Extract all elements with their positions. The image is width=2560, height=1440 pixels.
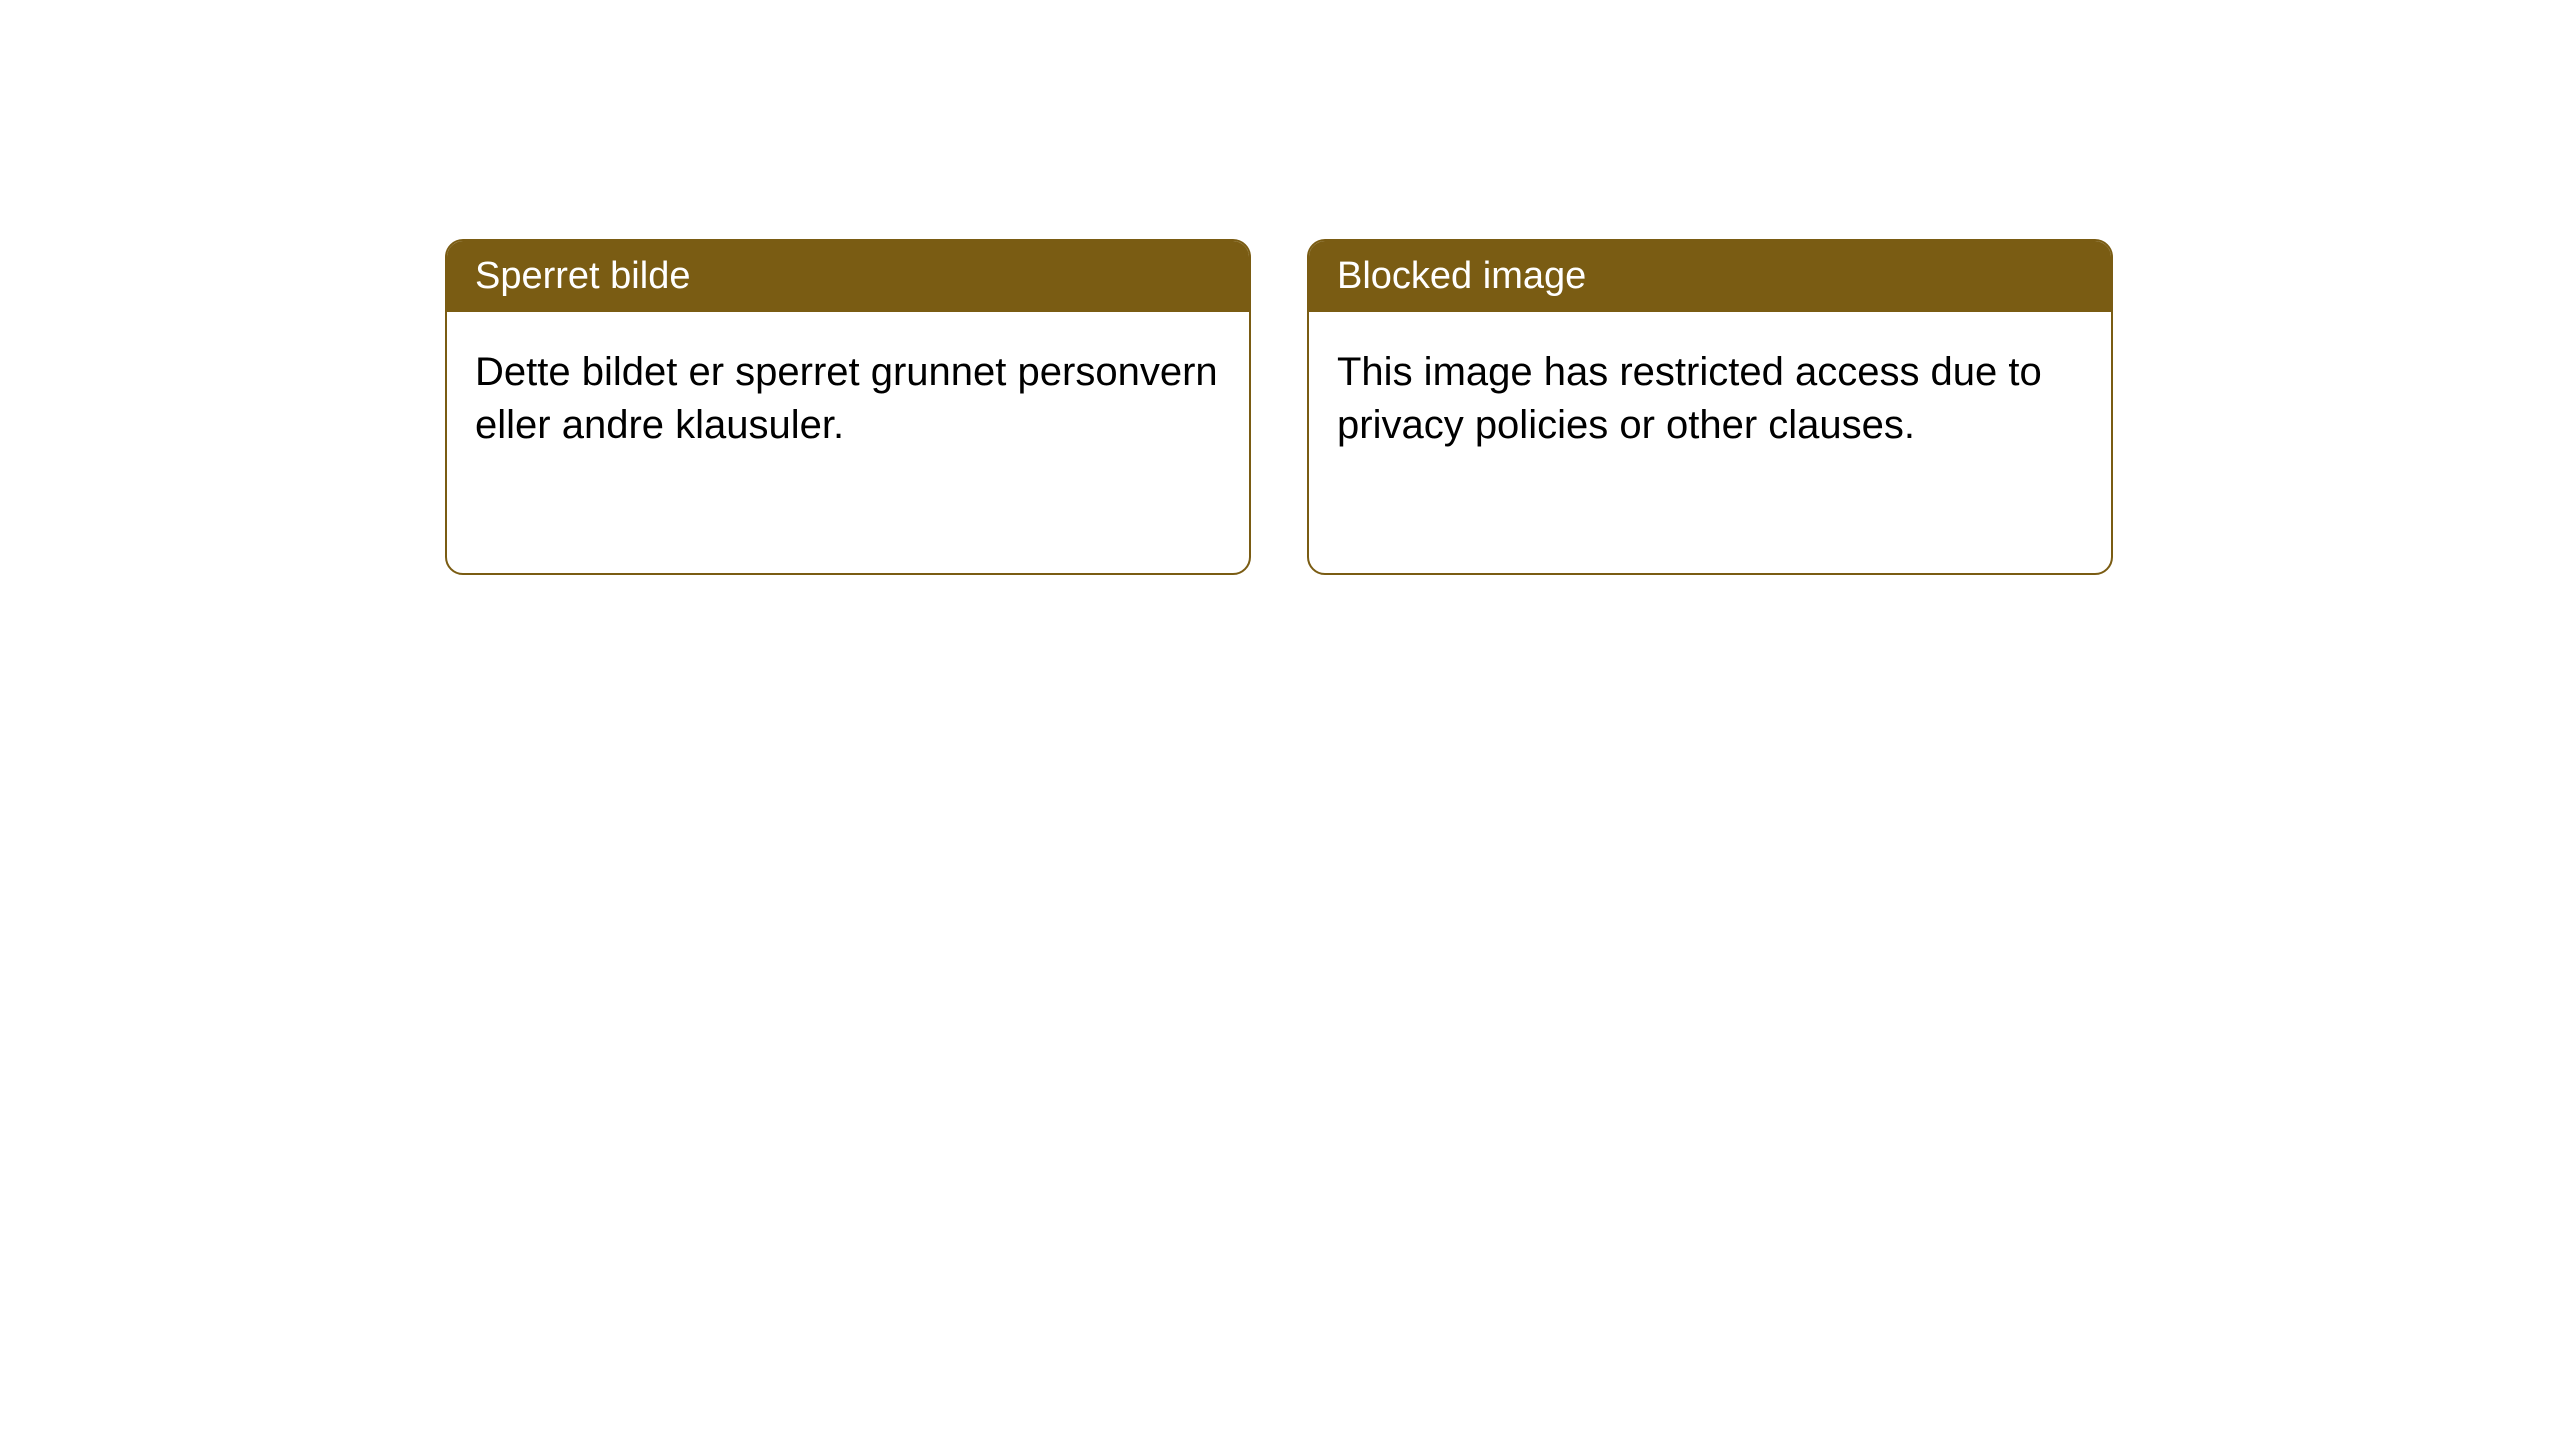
notice-card-english: Blocked image This image has restricted …	[1307, 239, 2113, 575]
notice-card-norwegian: Sperret bilde Dette bildet er sperret gr…	[445, 239, 1251, 575]
notice-container: Sperret bilde Dette bildet er sperret gr…	[0, 0, 2560, 575]
notice-body-text: This image has restricted access due to …	[1337, 350, 2042, 447]
notice-body: This image has restricted access due to …	[1309, 312, 2111, 486]
notice-body-text: Dette bildet er sperret grunnet personve…	[475, 350, 1218, 447]
notice-header-text: Sperret bilde	[475, 255, 690, 297]
notice-header: Blocked image	[1309, 241, 2111, 312]
notice-header: Sperret bilde	[447, 241, 1249, 312]
notice-header-text: Blocked image	[1337, 255, 1586, 297]
notice-body: Dette bildet er sperret grunnet personve…	[447, 312, 1249, 486]
